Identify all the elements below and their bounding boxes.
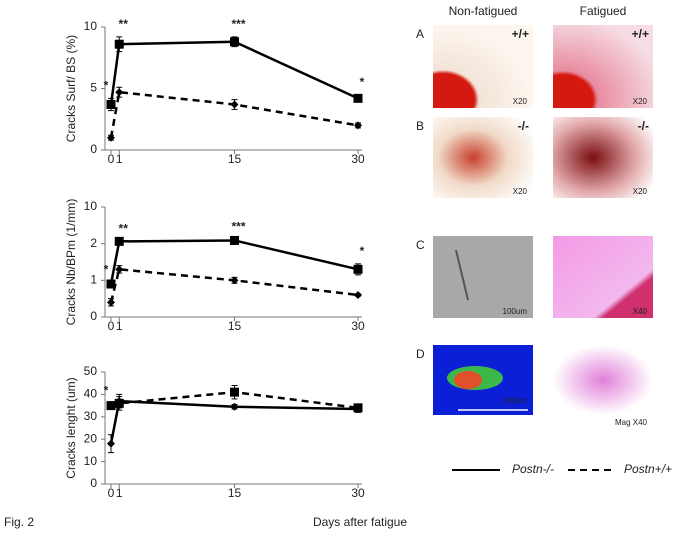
y-tick-label: 20 (84, 431, 98, 445)
marker (354, 291, 362, 299)
series-line (109, 90, 359, 138)
y-tick-label: 2 (90, 236, 97, 250)
x-tick-label: 30 (351, 319, 365, 333)
series-line (109, 239, 359, 285)
x-tick-label: 30 (351, 486, 365, 500)
image (553, 345, 653, 415)
marker (230, 235, 239, 245)
marker (353, 93, 363, 103)
legend-label: Postn+/+ (624, 462, 672, 476)
row-label: B (416, 119, 424, 133)
column-header: Fatigued (580, 4, 627, 18)
image (433, 117, 533, 198)
marker (106, 401, 116, 411)
y-tick-label: 30 (84, 409, 98, 423)
image (553, 236, 653, 318)
marker (107, 439, 115, 448)
series-line (109, 399, 359, 444)
x-tick-label: 15 (228, 152, 242, 166)
column-header: Non-fatigued (449, 4, 518, 18)
marker (230, 276, 239, 285)
x-tick-label: 0 (108, 319, 115, 333)
marker (230, 387, 239, 397)
y-tick-label: 0 (90, 309, 97, 323)
scale-label: X20 (513, 97, 528, 106)
image (553, 25, 653, 108)
genotype-tag: +/+ (512, 27, 529, 41)
significance: * (104, 79, 109, 93)
y-axis-label: Cracks Nb/BPm (1/mm) (64, 199, 78, 326)
scale-label: 100um (503, 307, 528, 316)
y-tick-label: 0 (90, 142, 97, 156)
x-tick-label: 15 (228, 319, 242, 333)
significance: * (360, 75, 365, 89)
marker (107, 133, 115, 142)
series-line (109, 40, 359, 105)
x-axis-label: Days after fatigue (313, 515, 407, 529)
scale-label: X20 (633, 97, 648, 106)
x-tick-label: 15 (228, 486, 242, 500)
marker (106, 99, 116, 109)
marker (107, 298, 115, 307)
y-tick-label: 5 (90, 81, 97, 95)
image-detail (455, 249, 469, 301)
marker (114, 398, 124, 408)
genotype-tag: -/- (518, 119, 529, 133)
marker (115, 265, 124, 274)
y-axis-label: Cracks Surf/ BS (%) (64, 35, 78, 142)
significance: * (104, 384, 109, 398)
significance: ** (119, 221, 129, 235)
marker (354, 121, 362, 130)
significance: ** (119, 17, 129, 31)
y-tick-label: 50 (84, 364, 98, 378)
row-label: A (416, 27, 424, 41)
y-tick-label: 10 (84, 454, 98, 468)
significance: * (360, 244, 365, 258)
marker (114, 236, 124, 246)
marker (114, 39, 124, 49)
y-tick-label: 10 (84, 19, 98, 33)
image-detail (454, 371, 482, 389)
marker (115, 88, 124, 97)
marker (353, 264, 363, 274)
legend-label: Postn-/- (512, 462, 554, 476)
x-tick-label: 1 (116, 152, 123, 166)
scale-label: Mag X40 (615, 418, 648, 427)
y-tick-label: 40 (84, 387, 98, 401)
scale-label: X40 (633, 307, 648, 316)
genotype-tag: -/- (638, 119, 649, 133)
x-tick-label: 30 (351, 152, 365, 166)
scale-label: X20 (513, 187, 528, 196)
marker (106, 279, 116, 289)
marker (230, 402, 239, 411)
image (433, 25, 533, 108)
marker (230, 100, 239, 109)
y-tick-label: 0 (90, 476, 97, 490)
row-label: C (416, 238, 425, 252)
y-tick-label: 10 (84, 199, 98, 213)
significance: *** (231, 17, 245, 31)
genotype-tag: +/+ (632, 27, 649, 41)
image (553, 117, 653, 198)
significance: * (104, 262, 109, 276)
series-line (109, 267, 359, 303)
y-tick-label: 1 (90, 273, 97, 287)
x-tick-label: 0 (108, 486, 115, 500)
marker (353, 403, 363, 413)
scale-label: 100um (503, 396, 528, 405)
figure-label: Fig. 2 (4, 515, 34, 529)
y-axis-label: Cracks lenght (um) (64, 377, 78, 478)
row-label: D (416, 347, 425, 361)
x-tick-label: 0 (108, 152, 115, 166)
x-tick-label: 1 (116, 486, 123, 500)
micrographs (433, 25, 653, 415)
scale-label: X20 (633, 187, 648, 196)
marker (230, 37, 239, 47)
x-tick-label: 1 (116, 319, 123, 333)
image (433, 236, 533, 318)
significance: *** (231, 219, 245, 233)
